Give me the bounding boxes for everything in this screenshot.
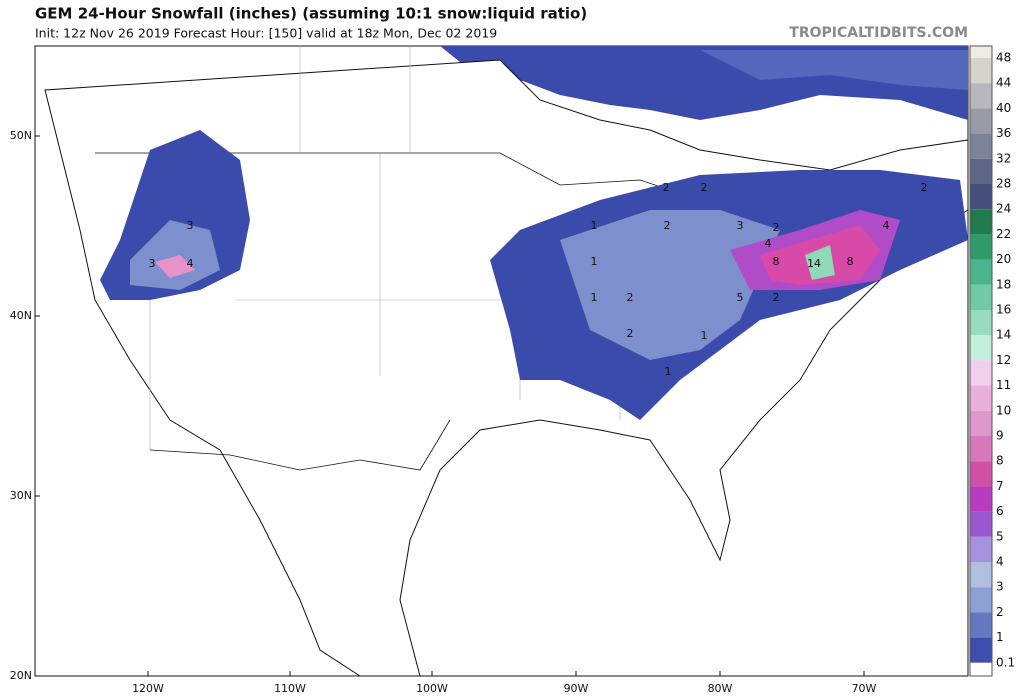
contour-label: 1 bbox=[701, 329, 708, 342]
contour-label: 4 bbox=[765, 237, 772, 250]
latitude-label: 40N bbox=[10, 309, 32, 322]
latitude-label: 50N bbox=[10, 129, 32, 142]
snow-area bbox=[155, 255, 195, 278]
contour-label: 2 bbox=[663, 181, 670, 194]
contour-label: 1 bbox=[591, 219, 598, 232]
contour-label: 2 bbox=[701, 181, 708, 194]
colorbar-label: 4 bbox=[996, 555, 1004, 569]
colorbar-segment bbox=[970, 486, 992, 512]
colorbar-segment bbox=[970, 310, 992, 336]
colorbar-label: 12 bbox=[996, 353, 1011, 367]
contour-label: 2 bbox=[664, 219, 671, 232]
snow-area bbox=[700, 50, 968, 90]
colorbar-segment bbox=[970, 511, 992, 537]
contour-label: 3 bbox=[737, 219, 744, 232]
contour-label: 2 bbox=[627, 291, 634, 304]
contour-label: 2 bbox=[773, 291, 780, 304]
contour-label: 2 bbox=[921, 181, 928, 194]
colorbar-label: 6 bbox=[996, 504, 1004, 518]
longitude-label: 70W bbox=[852, 682, 877, 695]
colorbar-segment bbox=[970, 385, 992, 411]
colorbar-label: 16 bbox=[996, 303, 1011, 317]
colorbar-segment bbox=[970, 461, 992, 487]
contour-label: 3 bbox=[149, 257, 156, 270]
colorbar-label: 10 bbox=[996, 403, 1011, 417]
longitude-label: 110W bbox=[274, 682, 306, 695]
contour-label: 8 bbox=[847, 255, 854, 268]
colorbar-segment bbox=[970, 637, 992, 663]
colorbar-label: 1 bbox=[996, 630, 1004, 644]
colorbar-label: 32 bbox=[996, 151, 1011, 165]
contour-label: 4 bbox=[187, 257, 194, 270]
map-subtitle: Init: 12z Nov 26 2019 Forecast Hour: [15… bbox=[35, 26, 497, 41]
longitude-label: 120W bbox=[132, 682, 164, 695]
colorbar-label: 8 bbox=[996, 454, 1004, 468]
snow-area bbox=[805, 245, 835, 280]
colorbar-label: 7 bbox=[996, 479, 1004, 493]
colorbar-segment bbox=[970, 360, 992, 386]
colorbar-segment bbox=[970, 587, 992, 613]
colorbar-segment bbox=[970, 234, 992, 260]
contour-label: 3 bbox=[187, 219, 194, 232]
colorbar-segment bbox=[970, 158, 992, 184]
colorbar-label: 11 bbox=[996, 378, 1011, 392]
colorbar-label: 40 bbox=[996, 101, 1011, 115]
colorbar-label: 2 bbox=[996, 605, 1004, 619]
longitude-label: 80W bbox=[708, 682, 733, 695]
contour-label: 14 bbox=[807, 257, 821, 270]
colorbar-label: 14 bbox=[996, 328, 1011, 342]
colorbar-segment bbox=[970, 436, 992, 462]
colorbar-label: 20 bbox=[996, 252, 1011, 266]
colorbar-segment bbox=[970, 58, 992, 84]
colorbar-segment bbox=[970, 108, 992, 134]
colorbar-segment bbox=[970, 536, 992, 562]
contour-label: 1 bbox=[591, 291, 598, 304]
map-title: GEM 24-Hour Snowfall (inches) (assuming … bbox=[35, 5, 587, 23]
latitude-label: 30N bbox=[10, 489, 32, 502]
contour-label: 8 bbox=[773, 255, 780, 268]
colorbar: 4844403632282422201816141211109876543210… bbox=[969, 45, 1015, 677]
colorbar-segment bbox=[970, 562, 992, 588]
contour-label: 2 bbox=[627, 327, 634, 340]
longitude-label: 90W bbox=[564, 682, 589, 695]
longitude-label: 100W bbox=[416, 682, 448, 695]
contour-label: 1 bbox=[665, 365, 672, 378]
colorbar-label: 28 bbox=[996, 177, 1011, 191]
colorbar-segment bbox=[970, 209, 992, 235]
snow-area bbox=[560, 210, 780, 360]
colorbar-label: 9 bbox=[996, 429, 1004, 443]
contour-label: 4 bbox=[883, 219, 890, 232]
contour-label: 1 bbox=[591, 255, 598, 268]
colorbar-segment bbox=[970, 259, 992, 285]
colorbar-label: 44 bbox=[996, 76, 1011, 90]
colorbar-segment bbox=[970, 410, 992, 436]
latitude-label: 20N bbox=[10, 669, 32, 682]
watermark: TROPICALTIDBITS.COM bbox=[789, 25, 968, 41]
colorbar-segment bbox=[970, 83, 992, 109]
colorbar-segment bbox=[970, 335, 992, 361]
colorbar-frame bbox=[969, 45, 993, 677]
colorbar-segment bbox=[970, 184, 992, 210]
snow-area bbox=[130, 220, 220, 290]
colorbar-label: 48 bbox=[996, 51, 1011, 65]
colorbar-label: 18 bbox=[996, 277, 1011, 291]
colorbar-segment bbox=[970, 133, 992, 159]
contour-label: 2 bbox=[773, 221, 780, 234]
colorbar-label: 36 bbox=[996, 126, 1011, 140]
colorbar-segment bbox=[970, 662, 992, 676]
colorbar-label: 24 bbox=[996, 202, 1011, 216]
colorbar-segment bbox=[970, 46, 992, 58]
contour-label: 5 bbox=[737, 291, 744, 304]
colorbar-label: 5 bbox=[996, 529, 1004, 543]
colorbar-label: 0.1 bbox=[996, 655, 1015, 669]
colorbar-label: 22 bbox=[996, 227, 1011, 241]
colorbar-segment bbox=[970, 612, 992, 638]
colorbar-label: 3 bbox=[996, 580, 1004, 594]
colorbar-segment bbox=[970, 284, 992, 310]
